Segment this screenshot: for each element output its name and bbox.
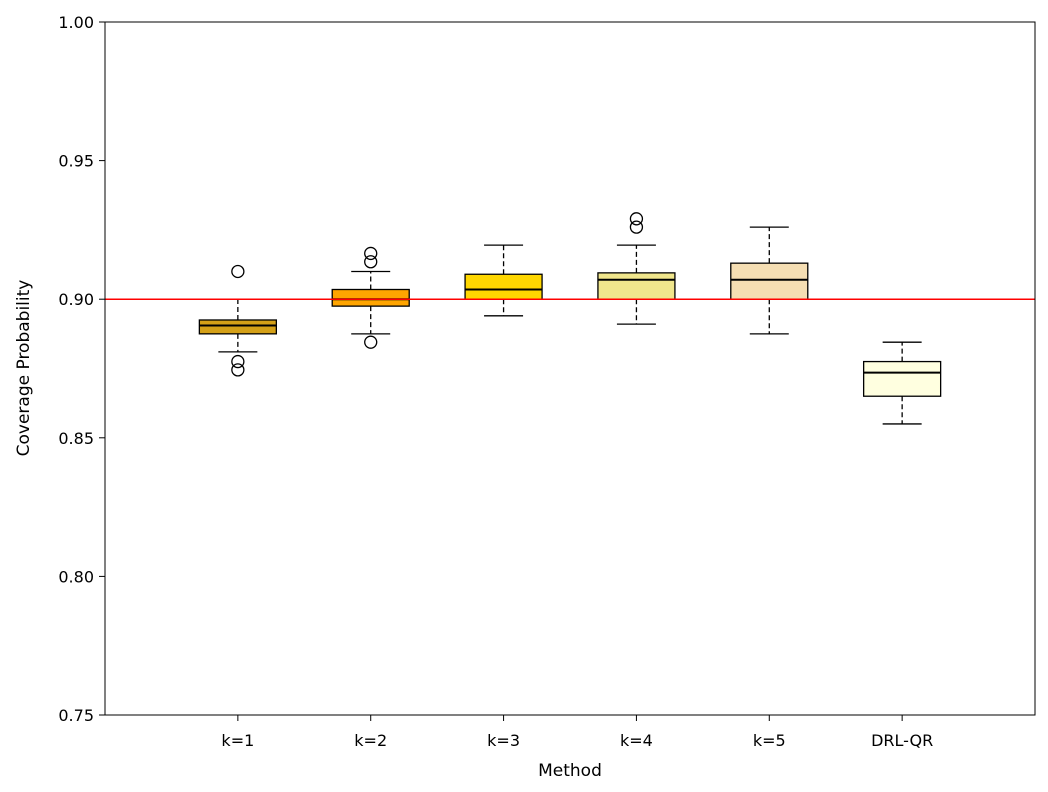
box-group-k=5: [730, 226, 809, 335]
plot-area: [105, 212, 1035, 425]
x-tick-label-4: k=5: [753, 731, 786, 750]
y-tick-label-4: 0.95: [58, 152, 94, 171]
axes: 0.75 0.80 0.85 0.90 0.95 1.00 k=1 k=2 k=3 k=4 k=5 D…: [58, 13, 1036, 750]
x-tick-label-3: k=4: [620, 731, 653, 750]
x-tick-label-5: DRL-QR: [871, 731, 933, 750]
outlier-point-2: [364, 335, 378, 349]
outlier-point-1: [629, 220, 644, 234]
box-group-k=3: [464, 244, 543, 317]
outlier-point-1: [364, 255, 378, 269]
box: [198, 319, 278, 335]
y-tick-label-1: 0.80: [58, 567, 94, 586]
x-tick-label-1: k=2: [354, 731, 387, 750]
outlier-point-0: [231, 264, 245, 279]
x-tick-label-0: k=1: [221, 731, 254, 750]
y-tick-label-5: 1.00: [58, 13, 94, 32]
y-axis-label: Coverage Probability: [14, 280, 34, 457]
box: [862, 360, 942, 397]
box-group-DRL-QR: [862, 341, 942, 425]
box: [597, 272, 676, 300]
box-group-k=1: [198, 264, 278, 377]
outlier-point-1: [231, 354, 245, 369]
y-tick-label-0: 0.75: [58, 706, 94, 725]
y-tick-label-2: 0.85: [58, 429, 94, 448]
box: [730, 262, 809, 300]
outlier-point-2: [231, 363, 245, 377]
outlier-point-0: [629, 212, 644, 226]
y-tick-label-3: 0.90: [58, 290, 94, 309]
x-axis-label: Method: [538, 761, 602, 781]
x-tick-label-2: k=3: [487, 731, 520, 750]
box-group-k=4: [597, 212, 676, 325]
box: [464, 273, 543, 300]
box-group-k=2: [331, 246, 410, 349]
plot-frame: [104, 21, 1036, 716]
box: [331, 288, 410, 307]
outlier-point-0: [364, 246, 378, 261]
